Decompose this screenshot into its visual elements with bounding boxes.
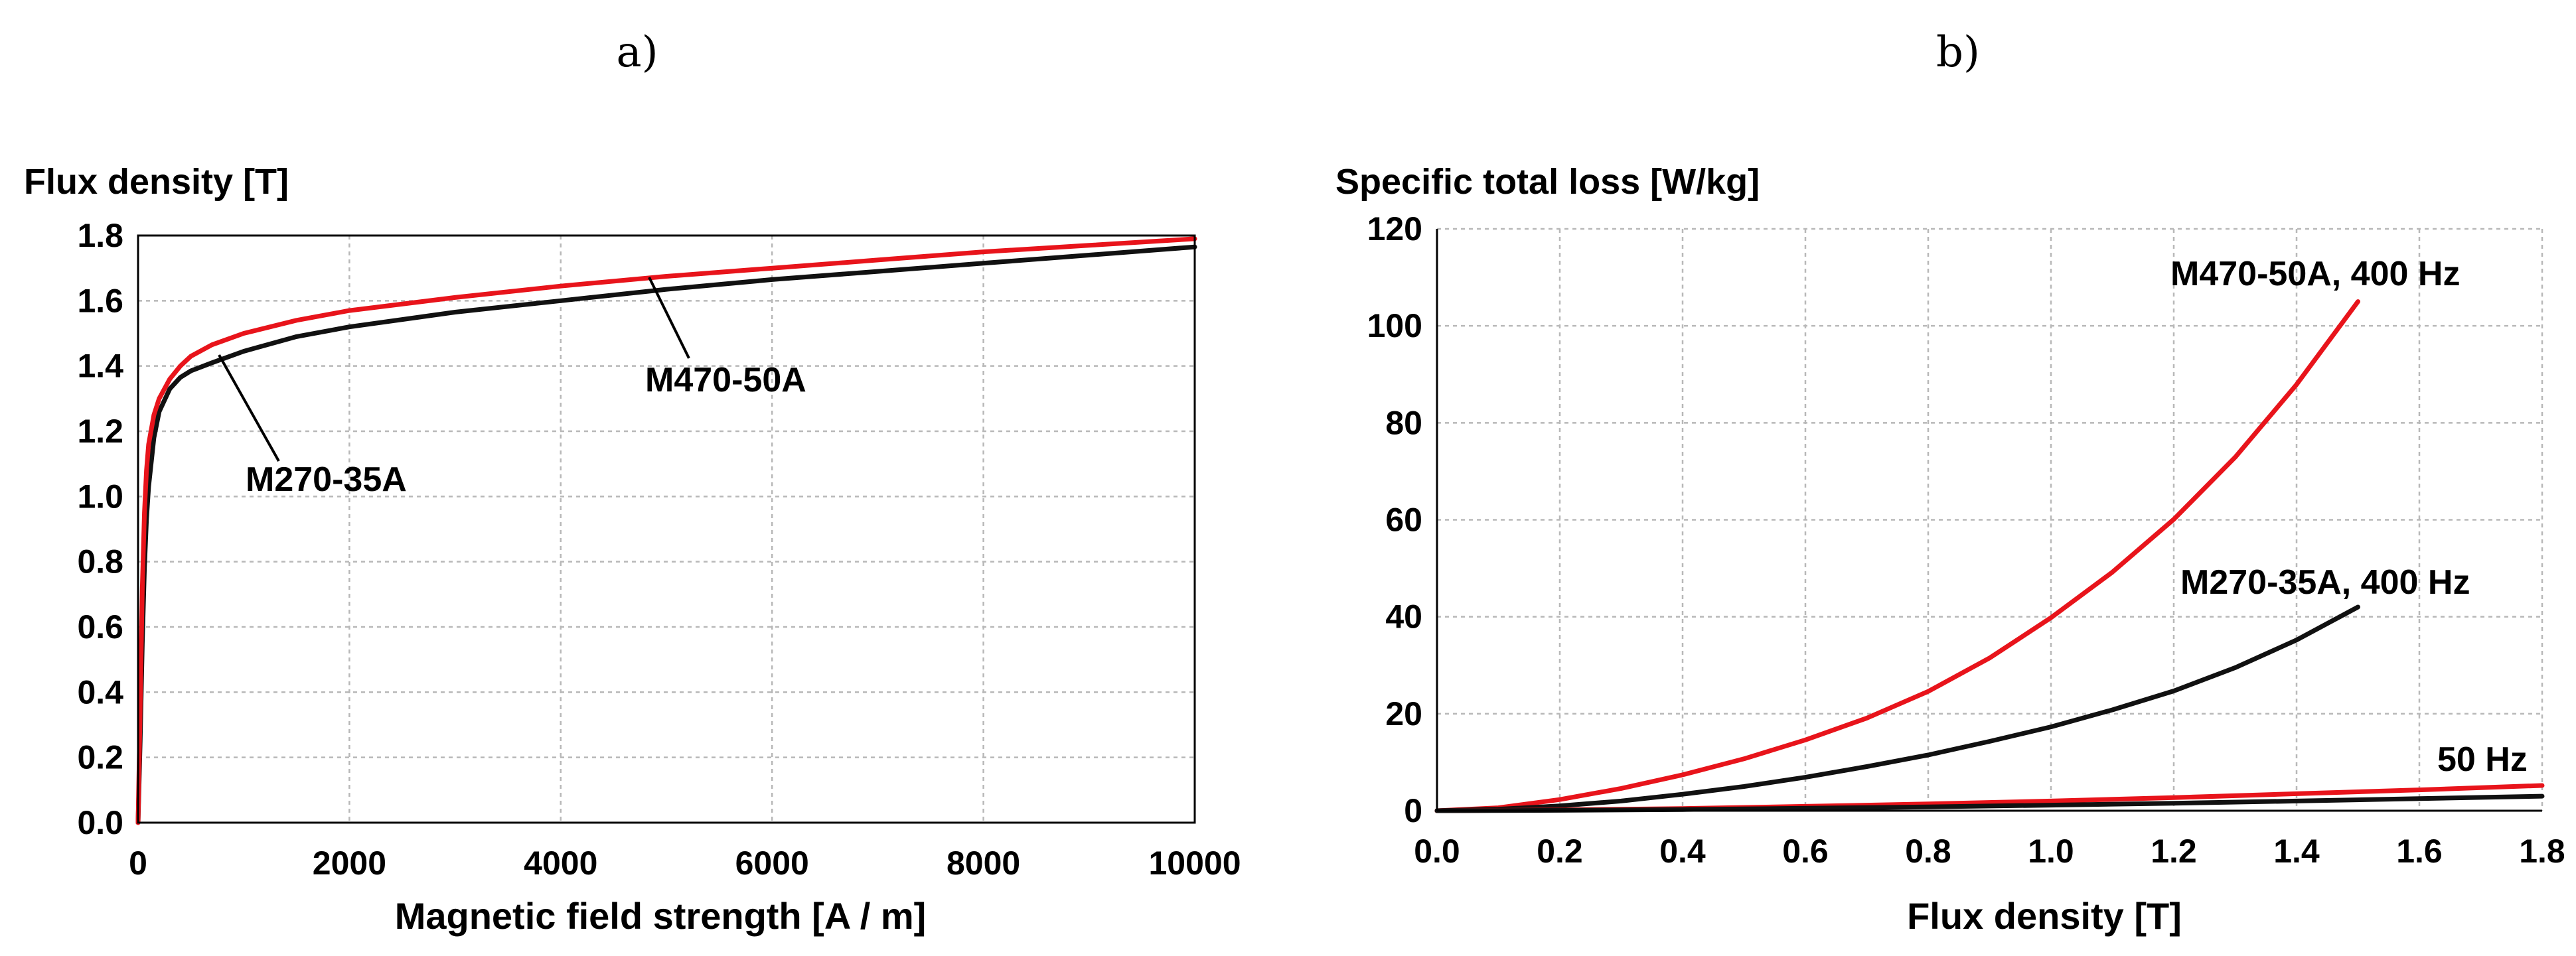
panel-b-x-ticks: 0.0 0.2 0.4 0.6 0.8 1.0 1.2 1.4 1.6 1.8 (1414, 833, 2565, 870)
x-tick-label: 1.6 (2396, 833, 2443, 870)
y-tick-label: 40 (1385, 598, 1422, 636)
panel-b-y-axis-label: Specific total loss [W/kg] (1335, 162, 1760, 202)
panel-a-y-ticks: 0.0 0.2 0.4 0.6 0.8 1.0 1.2 1.4 1.6 1.8 (77, 217, 123, 841)
y-tick-label: 100 (1367, 307, 1422, 344)
x-tick-label: 2000 (313, 845, 386, 882)
y-tick-label: 1.8 (77, 217, 123, 254)
panel-b-series (1434, 299, 2545, 813)
y-tick-label: 60 (1385, 502, 1422, 539)
x-tick-label: 0.6 (1782, 833, 1829, 870)
panel-a-annotation-m270: M270-35A (246, 460, 407, 499)
x-tick-label: 4000 (524, 845, 597, 882)
panel-a-x-ticks: 0 2000 4000 6000 8000 10000 (129, 845, 1241, 882)
y-tick-label: 0 (1404, 792, 1422, 829)
y-tick-label: 1.0 (77, 478, 123, 515)
y-tick-label: 1.2 (77, 413, 123, 450)
panel-a-series (135, 236, 1197, 825)
y-tick-label: 0.6 (77, 608, 123, 646)
panel-a-x-axis-label: Magnetic field strength [A / m] (395, 895, 927, 937)
x-tick-label: 8000 (947, 845, 1020, 882)
panel-a-leader-m270 (218, 354, 280, 462)
panel-a-grid (138, 234, 1196, 823)
x-tick-label: 0 (129, 845, 147, 882)
panel-b-annotation-50hz: 50 Hz (2437, 740, 2528, 779)
y-tick-label: 1.4 (77, 348, 123, 385)
panel-a-plot-frame (137, 234, 1196, 824)
x-tick-label: 0.8 (1905, 833, 1951, 870)
y-tick-label: 80 (1385, 404, 1422, 441)
x-tick-label: 0.2 (1537, 833, 1583, 870)
series-line-m470-50a-400-hz (1434, 299, 2360, 813)
series-line-m470-50a (135, 244, 1197, 825)
x-tick-label: 10000 (1148, 845, 1241, 882)
x-tick-label: 1.8 (2519, 833, 2565, 870)
panel-b-label: b) (1936, 28, 1980, 77)
panel-b-annotation-m270-400hz: M270-35A, 400 Hz (2180, 563, 2470, 602)
y-tick-label: 120 (1367, 210, 1422, 247)
x-tick-label: 0.4 (1659, 833, 1706, 870)
panel-b-x-axis-label: Flux density [T] (1907, 895, 2182, 937)
x-tick-label: 0.0 (1414, 833, 1460, 870)
y-tick-label: 0.0 (77, 804, 123, 841)
y-tick-label: 0.4 (77, 673, 123, 711)
panel-a-label: a) (616, 28, 658, 77)
panel-b-annotation-m470-400hz: M470-50A, 400 Hz (2170, 255, 2460, 293)
y-tick-label: 20 (1385, 695, 1422, 732)
series-line-m270-35a (135, 236, 1197, 825)
y-tick-label: 1.6 (77, 282, 123, 319)
x-tick-label: 1.0 (2028, 833, 2074, 870)
y-tick-label: 0.8 (77, 543, 123, 580)
y-tick-label: 0.2 (77, 739, 123, 776)
panel-a-leader-m470 (648, 277, 690, 359)
panel-b-y-ticks: 0 20 40 60 80 100 120 (1367, 210, 1422, 829)
panel-a-y-axis-label: Flux density [T] (24, 162, 289, 202)
series-line-m270-35a-400-hz (1434, 604, 2360, 813)
x-tick-label: 1.4 (2273, 833, 2320, 870)
panel-b-grid (1437, 228, 2543, 811)
panel-a-annotation-m470: M470-50A (645, 361, 806, 399)
x-tick-label: 6000 (735, 845, 809, 882)
x-tick-label: 1.2 (2151, 833, 2197, 870)
